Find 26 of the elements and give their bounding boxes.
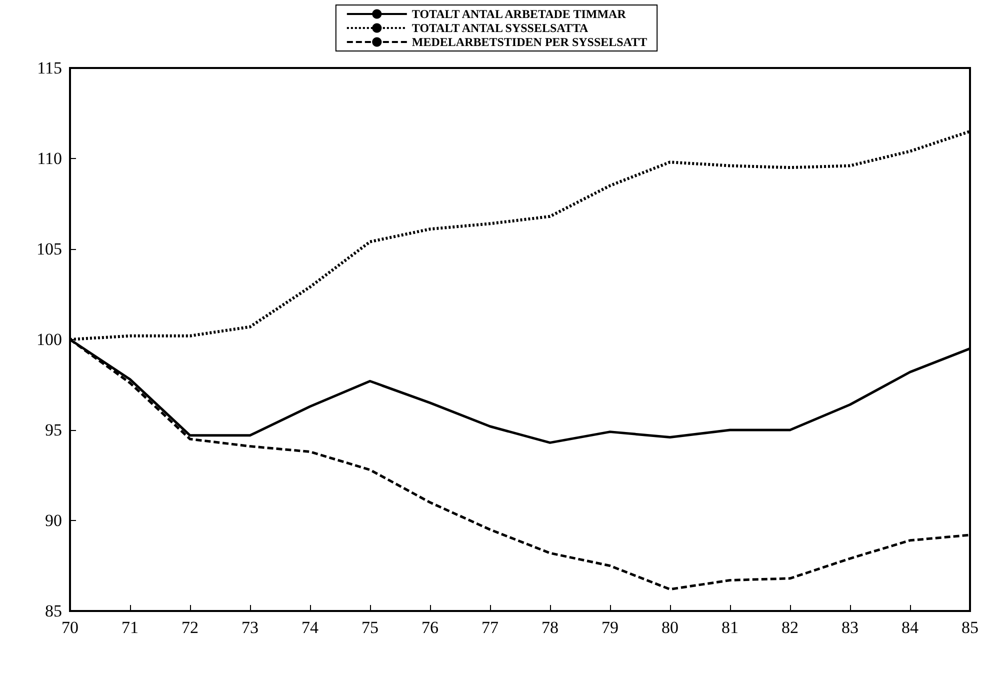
x-tick-label: 78 xyxy=(542,618,558,637)
y-tick-label: 90 xyxy=(45,511,62,530)
x-tick-label: 73 xyxy=(242,618,258,637)
y-tick-label: 105 xyxy=(36,240,62,258)
x-tick-label: 71 xyxy=(122,618,138,637)
x-tick-label: 77 xyxy=(482,618,499,637)
x-tick-label: 76 xyxy=(422,618,438,637)
x-tick-label: 84 xyxy=(902,618,919,637)
legend-label: TOTALT ANTAL ARBETADE TIMMAR xyxy=(412,7,626,21)
legend-label: MEDELARBETSTIDEN PER SYSSELSATT xyxy=(412,35,648,49)
y-tick-label: 95 xyxy=(45,420,62,440)
x-tick-label: 70 xyxy=(62,618,78,637)
x-tick-label: 79 xyxy=(602,618,618,637)
x-tick-label: 75 xyxy=(362,618,378,637)
x-tick-label: 72 xyxy=(182,618,198,637)
x-tick-label: 74 xyxy=(302,618,319,637)
x-tick-label: 81 xyxy=(722,618,738,637)
y-tick-label: 110 xyxy=(37,149,62,168)
x-tick-label: 83 xyxy=(842,618,858,637)
x-tick-label: 82 xyxy=(782,618,798,637)
y-tick-label: 115 xyxy=(37,58,62,78)
x-tick-label: 80 xyxy=(662,618,678,637)
y-tick-label: 85 xyxy=(45,602,62,620)
x-tick-label: 85 xyxy=(962,618,978,637)
legend-label: TOTALT ANTAL SYSSELSATTA xyxy=(412,21,589,35)
y-tick-label: 100 xyxy=(36,330,62,349)
